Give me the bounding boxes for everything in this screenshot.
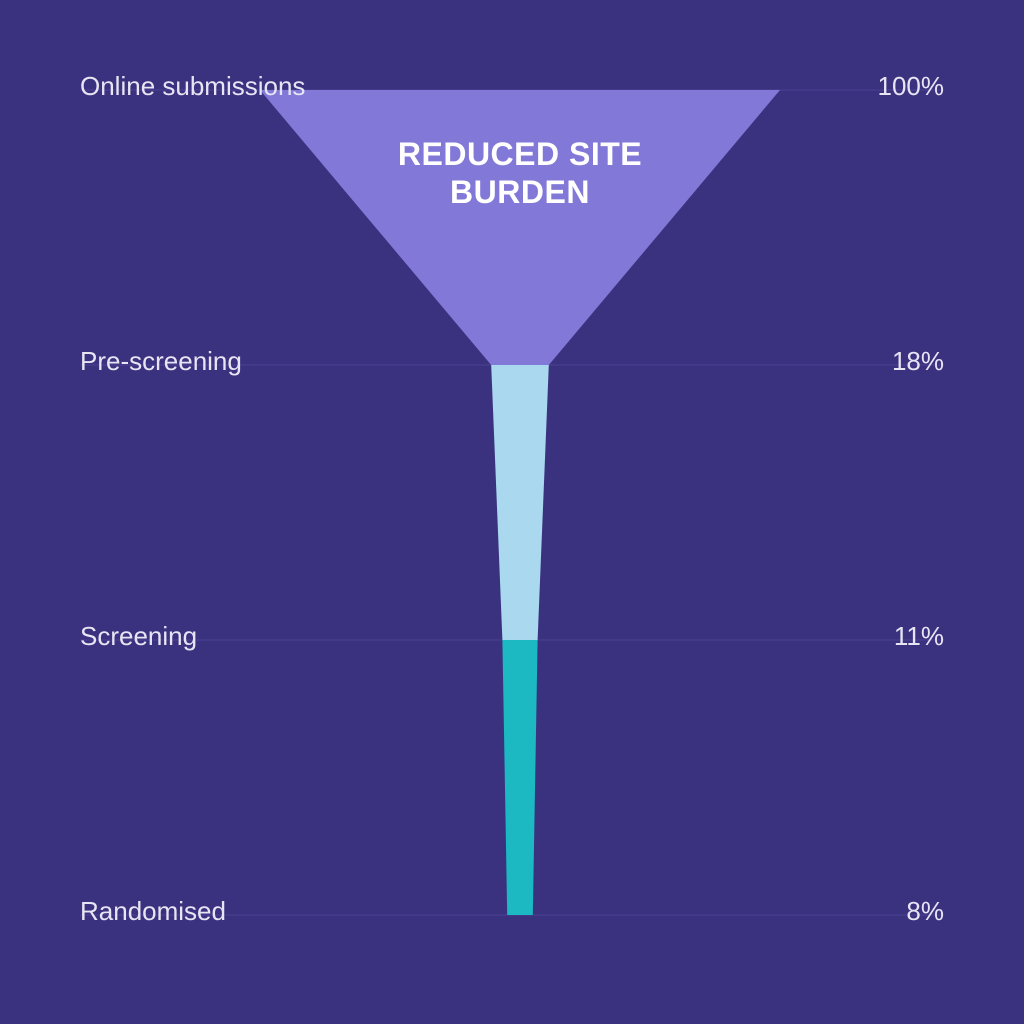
stage-label: Screening xyxy=(80,621,197,652)
funnel-segment xyxy=(260,90,780,365)
stage-percent: 18% xyxy=(892,346,944,377)
funnel-title-line2: BURDEN xyxy=(320,173,720,211)
stage-label: Online submissions xyxy=(80,71,305,102)
funnel-segment xyxy=(491,365,549,640)
stage-percent: 11% xyxy=(894,621,944,652)
stage-percent: 100% xyxy=(878,71,945,102)
funnel-chart: Online submissions 100% Pre-screening 18% Sc… xyxy=(0,0,1024,1024)
funnel-title-line1: REDUCED SITE xyxy=(320,135,720,173)
stage-percent: 8% xyxy=(906,896,944,927)
stage-label: Randomised xyxy=(80,896,226,927)
funnel-segment xyxy=(502,640,537,915)
funnel-title: REDUCED SITEBURDEN xyxy=(320,135,720,212)
stage-label: Pre-screening xyxy=(80,346,242,377)
